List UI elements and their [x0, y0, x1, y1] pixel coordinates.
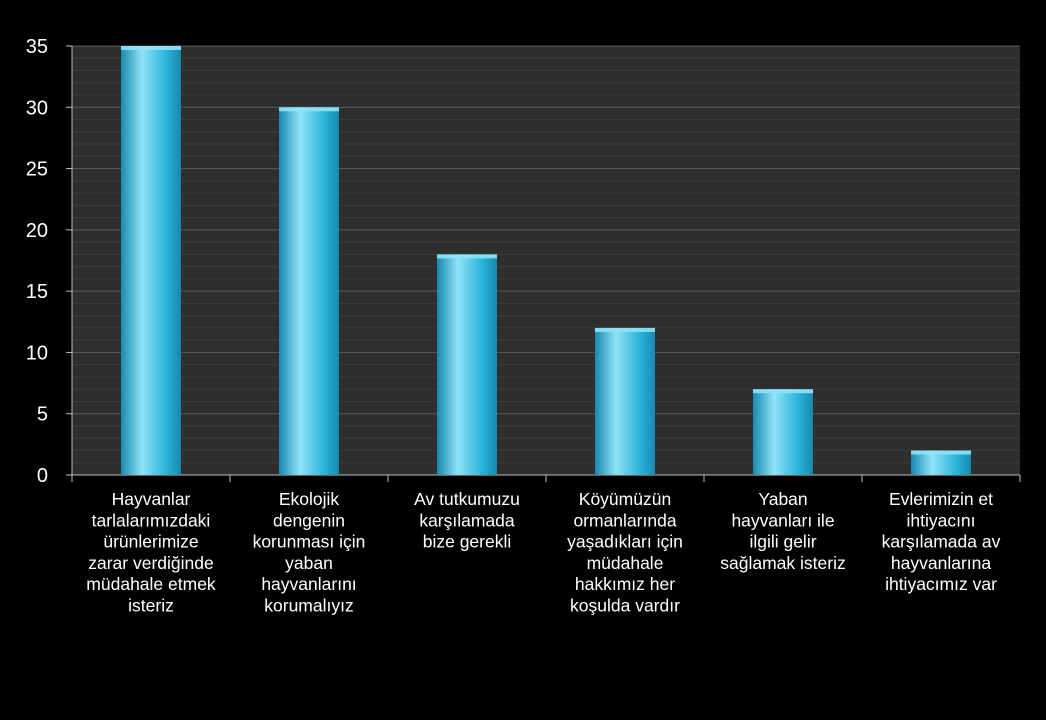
y-tick-label: 30 [26, 97, 48, 119]
x-category-label-line: hayvanlarını [261, 574, 356, 594]
bar [752, 389, 814, 475]
bar-top-highlight [120, 46, 182, 50]
x-category-label: Evlerimizin et ihtiyacını karşılamada av ha… [882, 489, 1001, 594]
bar-body [120, 46, 182, 475]
x-category-label-line: hayvanlarına [891, 553, 991, 573]
bar-top-highlight [752, 389, 814, 394]
x-category-label-line: hayvanları ile [731, 510, 834, 530]
x-category-label-line: Evlerimizin et [889, 489, 993, 509]
x-category-label-line: karşılamada [419, 510, 515, 530]
x-category-label-line: sağlamak isteriz [720, 553, 845, 573]
x-category-label-line: ilgili gelir [749, 532, 816, 552]
bar-top-highlight [594, 327, 656, 332]
plot-area [72, 46, 1020, 475]
x-category-label-line: Av tutkumuzu [414, 489, 520, 509]
x-category-label-line: ürünlerimize [103, 532, 198, 552]
y-tick-label: 10 [26, 342, 48, 364]
x-category-label-line: zarar verdiğinde [88, 553, 213, 573]
y-tick-label: 25 [26, 159, 48, 181]
y-tick-label: 15 [26, 281, 48, 303]
x-category-label-line: Köyümüzün [579, 489, 671, 509]
bar [594, 327, 656, 475]
x-category-label: Hayvanlar tarlalarımızdaki ürünlerimize zar… [86, 489, 216, 616]
y-tick-labels: 0 5 10 15 20 25 30 35 [26, 36, 48, 487]
y-tick-label: 5 [37, 404, 48, 426]
bar [910, 450, 972, 475]
bar [120, 46, 182, 475]
x-category-label-line: yaban [285, 553, 333, 573]
x-category-label-line: korumalıyız [264, 596, 353, 616]
x-category-label-line: ormanlarında [573, 510, 676, 530]
x-category-label-line: ihtiyacımız var [885, 574, 997, 594]
bar-body [594, 327, 656, 475]
bars [120, 46, 972, 476]
x-category-label-line: koşulda vardır [570, 596, 680, 616]
x-category-labels: Hayvanlar tarlalarımızdaki ürünlerimize zar… [86, 489, 1000, 616]
x-category-label: Köyümüzün ormanlarında yaşadıkları için müd… [567, 489, 683, 616]
x-category-label-line: isteriz [128, 596, 174, 616]
axes [66, 45, 1021, 482]
x-category-label-line: karşılamada av [882, 532, 1001, 552]
bar-top-highlight [436, 254, 498, 259]
y-tick-label: 20 [26, 220, 48, 242]
x-category-label-line: bize gerekli [423, 532, 512, 552]
x-category-label-line: ihtiyacını [906, 510, 975, 530]
x-category-label-line: Ekolojik [279, 489, 340, 509]
x-category-label: Av tutkumuzu karşılamada bize gerekli [414, 489, 520, 552]
x-category-label-line: Yaban [758, 489, 807, 509]
x-category-label-line: müdahale [587, 553, 664, 573]
bar-body [278, 107, 340, 476]
bar [436, 254, 498, 475]
y-tick-label: 0 [37, 465, 48, 487]
bar-top-highlight [910, 450, 972, 455]
x-category-label-line: tarlalarımızdaki [92, 510, 211, 530]
bar-body [752, 389, 814, 475]
x-category-label-line: korunması için [253, 532, 366, 552]
x-category-label: Yaban hayvanları ile ilgili gelir sağlamak … [720, 489, 845, 573]
x-category-label-line: hakkımız her [575, 574, 675, 594]
bar-top-highlight [278, 107, 340, 112]
x-category-label-line: müdahale etmek [86, 574, 216, 594]
y-tick-label: 35 [26, 36, 48, 58]
x-category-label-line: yaşadıkları için [567, 532, 683, 552]
x-category-label-line: Hayvanlar [112, 489, 191, 509]
bar-body [436, 254, 498, 475]
bar-body [910, 450, 972, 475]
x-category-label-line: dengenin [273, 510, 345, 530]
bar [278, 107, 340, 476]
x-category-label: Ekolojik dengenin korunması için yaban hayva… [253, 489, 366, 616]
